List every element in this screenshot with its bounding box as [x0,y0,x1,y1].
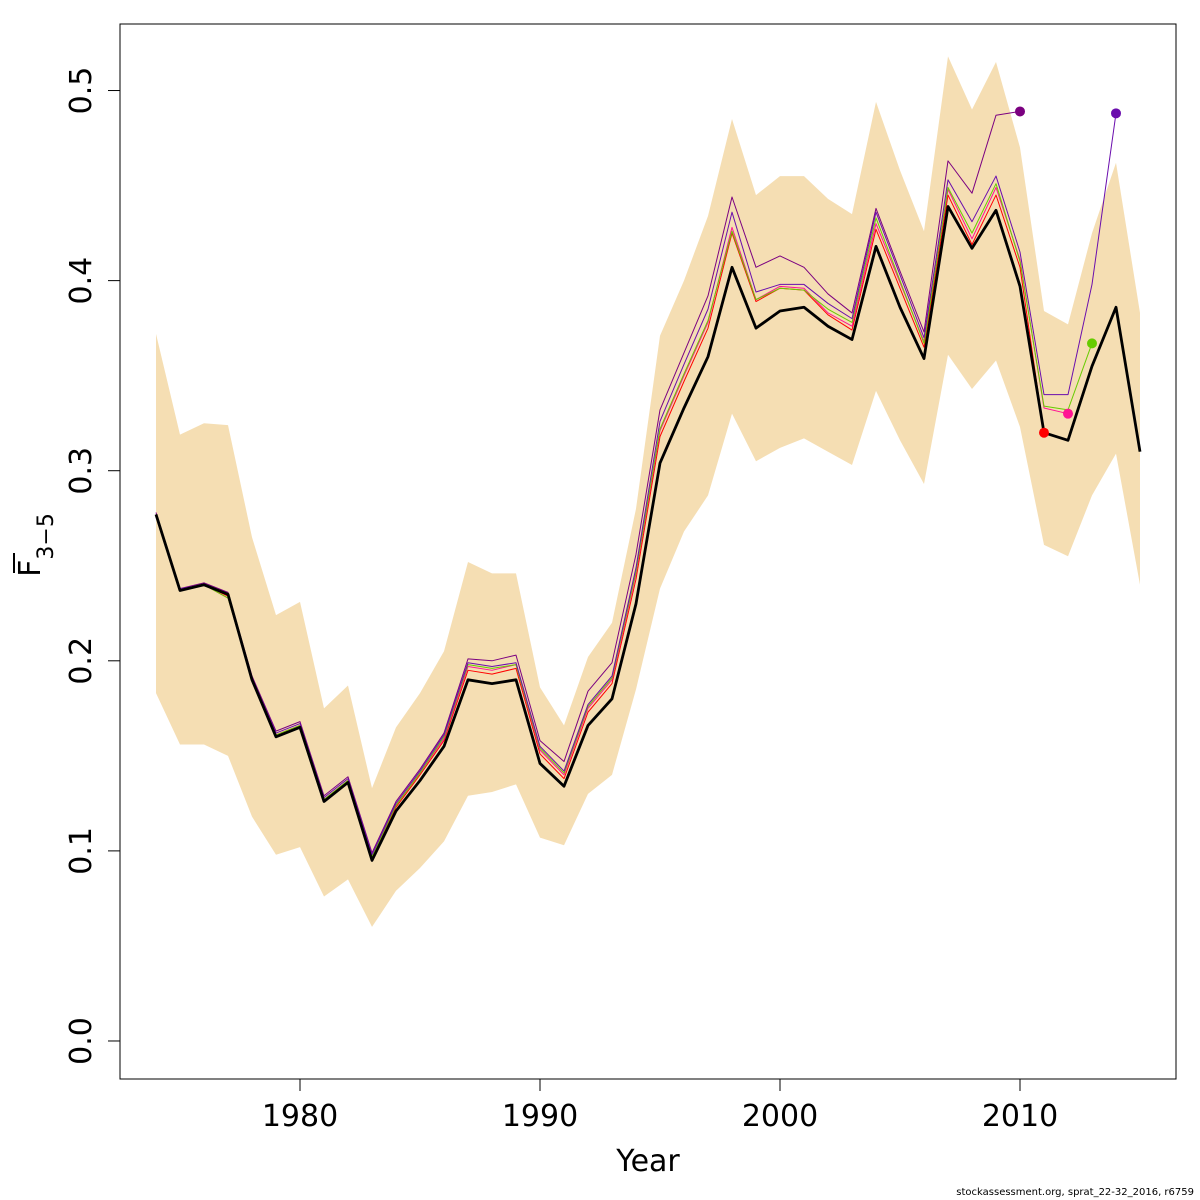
series-layer [154,110,1142,862]
x-axis-title: Year [615,1144,680,1179]
y-tick-label: 0.0 [64,1017,99,1065]
x-tick-label: 1980 [262,1099,338,1134]
retrospective-end-point-3 [1087,338,1097,349]
y-tick-label: 0.5 [64,67,99,115]
retrospective-end-point-5 [1111,108,1121,119]
retrospective-end-point-1 [1039,427,1049,438]
y-axis-title-base: F [13,560,48,577]
svg-text:F3−5: F3−5 [13,513,59,577]
retrospective-end-point-4 [1015,106,1025,117]
x-tick-label: 2000 [742,1099,818,1134]
y-axis-title-subscript: 3−5 [34,513,59,559]
axes: 1980 1990 2000 2010 0.0 0.1 0.2 0.3 0.4 0.5 [64,67,1058,1134]
y-tick-label: 0.1 [64,827,99,875]
x-tick-label: 1990 [502,1099,578,1134]
y-tick-label: 0.2 [64,637,99,685]
retrospective-end-point-2 [1063,408,1073,419]
y-tick-label: 0.4 [64,257,99,305]
x-tick-label: 2010 [982,1099,1058,1134]
end-marker-layer [1015,106,1121,438]
retrospective-line-4 [155,110,1021,854]
current-assessment-line [154,205,1142,862]
y-axis-title: F3−5 [13,513,59,577]
footer-credit: stockassessment.org, sprat_22-32_2016, r… [956,1187,1194,1198]
y-tick-label: 0.3 [64,447,99,495]
